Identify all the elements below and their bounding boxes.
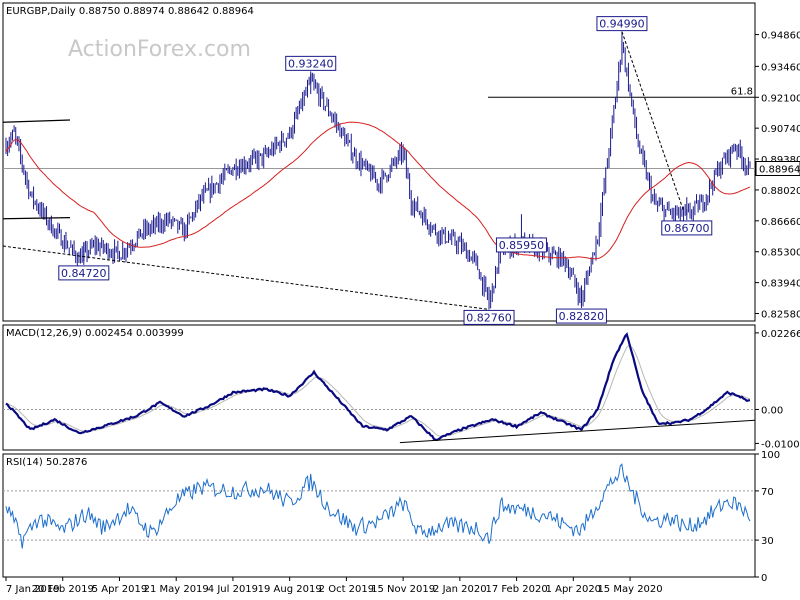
price-y-tick-label: 0.88020 <box>761 186 800 197</box>
x-tick-label: 15 Nov 2019 <box>371 584 435 595</box>
annotation-box <box>495 237 547 253</box>
annotation-box <box>555 308 607 324</box>
macd-y-tick-label: 0.00 <box>761 405 783 416</box>
resistance-line <box>2 119 71 123</box>
macd-header: MACD(12,26,9) 0.002454 0.003999 <box>6 328 184 339</box>
price-header: EURGBP,Daily 0.88750 0.88974 0.88642 0.8… <box>6 6 254 17</box>
sma-line <box>5 121 751 260</box>
x-tick-label: 21 May 2019 <box>144 584 209 595</box>
x-tick-label: 20 Feb 2019 <box>32 584 94 595</box>
x-tick-label: 15 May 2020 <box>597 584 662 595</box>
rsi-line <box>5 463 751 549</box>
macd-y-tick-label: 0.022662 <box>761 329 800 340</box>
price-y-tick-label: 0.92100 <box>761 93 800 104</box>
annotation-box <box>596 16 648 32</box>
annotation-label: 0.82820 <box>559 310 605 323</box>
rsi-y-tick-label: 0 <box>761 573 767 584</box>
x-tick-label: 2 Jan 2020 <box>433 584 487 595</box>
annotation-box <box>58 265 110 281</box>
rsi-y-tick-label: 70 <box>761 487 774 498</box>
fall-trendline <box>621 31 685 211</box>
x-tick-label: 17 Feb 2020 <box>485 584 547 595</box>
annotation-label: 0.94990 <box>599 18 645 31</box>
support-trendline <box>2 245 490 310</box>
fib-level-label: 61.8 <box>731 86 753 97</box>
annotation-box <box>285 55 337 71</box>
price-y-tick-label: 0.83940 <box>761 279 800 290</box>
macd-signal-line <box>5 345 751 437</box>
x-tick-label: 7 Jan 2019 <box>6 584 60 595</box>
last-price-label: 0.88964 <box>759 164 800 175</box>
rsi-header: RSI(14) 50.2876 <box>6 457 87 468</box>
watermark-text: ActionForex.com <box>68 37 251 62</box>
x-tick-label: 2 Oct 2019 <box>319 584 374 595</box>
x-tick-label: 4 Jul 2019 <box>208 584 258 595</box>
rsi-y-tick-label: 30 <box>761 536 774 547</box>
annotation-label: 0.85950 <box>499 239 545 252</box>
price-y-tick-label: 0.90740 <box>761 124 800 135</box>
x-tick-label: 5 Apr 2019 <box>92 584 147 595</box>
rsi-y-tick-label: 100 <box>761 450 780 461</box>
price-y-tick-label: 0.85300 <box>761 248 800 259</box>
macd-trendline <box>399 419 756 444</box>
price-y-tick-label: 0.86660 <box>761 217 800 228</box>
pane-frame-price <box>2 2 756 322</box>
price-y-tick-label: 0.89380 <box>761 155 800 166</box>
price-y-tick-label: 0.82580 <box>761 310 800 321</box>
last-price-box <box>755 160 800 176</box>
annotation-box <box>661 220 713 236</box>
pane-frame-rsi <box>2 453 756 578</box>
price-y-tick-label: 0.93460 <box>761 62 800 73</box>
support-line <box>2 217 71 220</box>
macd-line <box>5 332 751 442</box>
x-tick-label: 1 Apr 2020 <box>546 584 601 595</box>
price-y-tick-label: 0.94860 <box>761 31 800 42</box>
annotation-label: 0.93240 <box>288 57 334 70</box>
annotation-label: 0.82760 <box>466 311 512 324</box>
x-tick-label: 19 Aug 2019 <box>258 584 322 595</box>
annotation-label: 0.86700 <box>664 222 710 235</box>
macd-y-tick-label: -0.010052 <box>761 439 800 450</box>
annotation-box <box>463 309 515 325</box>
annotation-label: 0.84720 <box>61 267 107 280</box>
